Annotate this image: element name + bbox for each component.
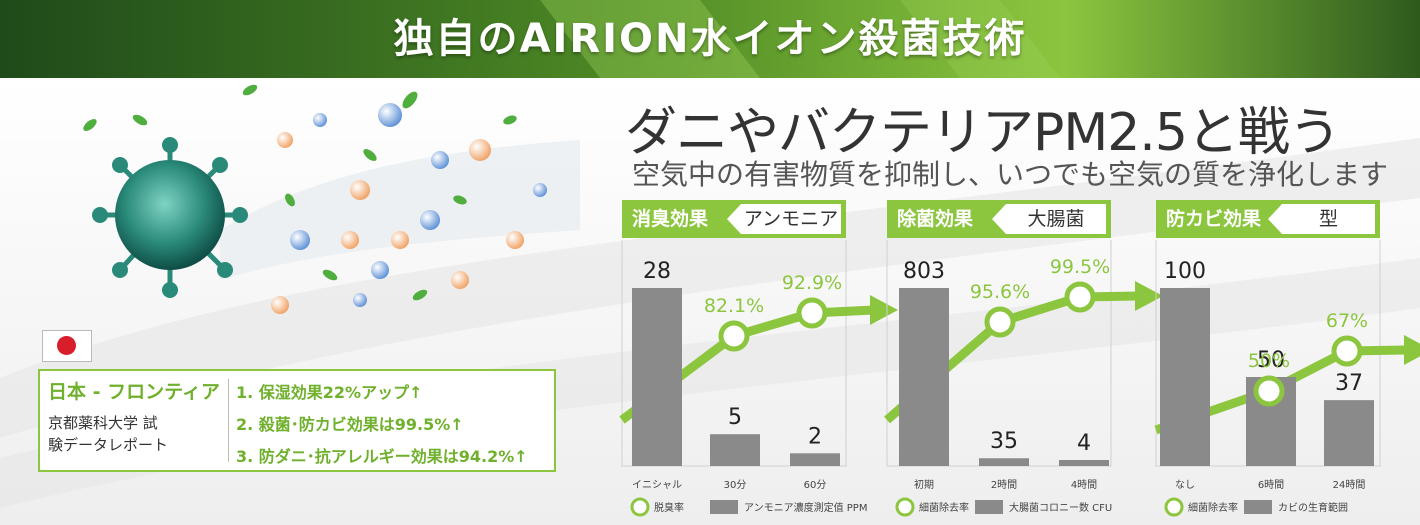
trend-line bbox=[1154, 345, 1409, 435]
report-source: 日本 - フロンティア 京都薬科大学 試 験データレポート bbox=[48, 377, 228, 456]
category-label: 4時間 bbox=[1071, 479, 1097, 491]
panel-title: 除菌効果 bbox=[897, 208, 974, 230]
bar bbox=[1324, 400, 1374, 466]
panel-header-sterilize: 除菌効果 大腸菌 bbox=[887, 200, 1111, 238]
category-label: 6時間 bbox=[1258, 479, 1284, 491]
chevron-left-icon bbox=[992, 204, 1006, 234]
category-label: 初期 bbox=[914, 478, 934, 491]
bar-value-label: 50 bbox=[1257, 348, 1285, 373]
result-item: 2. 殺菌･防カビ効果は99.5%↑ bbox=[236, 415, 464, 434]
panel-subject: 大腸菌 bbox=[1006, 204, 1106, 234]
legend-label: 細菌除去率 bbox=[919, 501, 969, 514]
line-value-label: 99.5% bbox=[1050, 256, 1110, 278]
bar bbox=[1059, 460, 1109, 466]
divider bbox=[228, 379, 229, 462]
arrow-right-icon bbox=[1135, 281, 1163, 311]
panel-title: 防カビ効果 bbox=[1166, 208, 1262, 230]
bar bbox=[979, 458, 1029, 466]
category-label: 24時間 bbox=[1333, 479, 1366, 491]
legend-bar-swatch bbox=[975, 500, 1003, 514]
line-value-label: 50% bbox=[1248, 350, 1290, 372]
chevron-left-icon bbox=[727, 204, 741, 234]
line-value-label: 95.6% bbox=[970, 281, 1030, 303]
line-point bbox=[1064, 281, 1096, 313]
legend-label: カビの生育範囲 bbox=[1278, 501, 1348, 514]
arrow-right-icon bbox=[870, 295, 898, 325]
line-value-label: 67% bbox=[1326, 310, 1368, 332]
panel-header-deodor: 消臭効果 アンモニア bbox=[622, 200, 846, 238]
panel-subject: 型 bbox=[1282, 204, 1375, 234]
report-source-text: 京都薬科大学 試 験データレポート bbox=[48, 412, 228, 456]
report-source-line: 験データレポート bbox=[48, 436, 169, 454]
category-label: 30分 bbox=[724, 479, 747, 491]
title-banner bbox=[0, 0, 1420, 78]
bar-value-label: 37 bbox=[1335, 371, 1363, 396]
subheadline: 空気中の有害物質を抑制し、いつでも空気の質を浄化します bbox=[632, 158, 1389, 191]
bar-value-label: 100 bbox=[1164, 259, 1206, 284]
line-point bbox=[1253, 375, 1285, 407]
bar-value-label: 2 bbox=[808, 424, 822, 449]
banner-title: 独自のAIRION水イオン殺菌技術 bbox=[393, 16, 1027, 62]
bar-value-label: 4 bbox=[1077, 431, 1091, 456]
line-point bbox=[796, 297, 828, 329]
bar-value-label: 803 bbox=[903, 259, 945, 284]
bar bbox=[632, 288, 682, 466]
line-value-label: 92.9% bbox=[782, 272, 842, 294]
arrow-right-icon bbox=[1404, 335, 1420, 365]
category-label: 2時間 bbox=[991, 479, 1017, 491]
headline: ダニやバクテリアPM2.5と戦う bbox=[625, 103, 1341, 163]
panel-subject: アンモニア bbox=[741, 204, 841, 234]
legend-label: 細菌除去率 bbox=[1188, 501, 1238, 514]
report-source-line: 京都薬科大学 試 bbox=[48, 414, 158, 432]
category-label: なし bbox=[1175, 479, 1195, 491]
legend-label: アンモニア濃度測定值 PPM bbox=[744, 501, 867, 514]
legend-circle-icon bbox=[895, 497, 915, 517]
legend-circle-icon bbox=[1164, 497, 1184, 517]
legend-bar-swatch bbox=[1244, 500, 1272, 514]
result-item: 1. 保湿効果22%アップ↑ bbox=[236, 383, 423, 402]
legend-bar-swatch bbox=[710, 500, 738, 514]
japan-flag-icon bbox=[42, 330, 92, 362]
line-point bbox=[1331, 335, 1363, 367]
test-report-box: 日本 - フロンティア 京都薬科大学 試 験データレポート 1. 保湿効果22%… bbox=[38, 369, 556, 472]
legend-label: 大腸菌コロニー数 CFU bbox=[1009, 501, 1112, 514]
category-label: 60分 bbox=[804, 479, 827, 491]
bar-value-label: 35 bbox=[990, 429, 1018, 454]
bar bbox=[899, 288, 949, 466]
bar-value-label: 28 bbox=[643, 259, 671, 284]
bar bbox=[710, 434, 760, 466]
bar-value-label: 5 bbox=[728, 405, 742, 430]
panel-header-antimold: 防カビ効果 型 bbox=[1156, 200, 1380, 238]
panel-title: 消臭効果 bbox=[632, 208, 709, 230]
bar bbox=[1160, 288, 1210, 466]
line-point bbox=[718, 320, 750, 352]
chevron-left-icon bbox=[1268, 204, 1282, 234]
legend-circle-icon bbox=[630, 497, 650, 517]
result-list: 1. 保湿効果22%アップ↑ 2. 殺菌･防カビ効果は99.5%↑ 3. 防ダニ… bbox=[236, 377, 528, 473]
bar bbox=[790, 453, 840, 466]
result-item: 3. 防ダニ･抗アレルギー効果は94.2%↑ bbox=[236, 447, 528, 466]
virus-illustration bbox=[83, 84, 580, 314]
category-label: イニシャル bbox=[632, 480, 682, 491]
legend-label: 脱臭率 bbox=[654, 501, 684, 514]
report-title: 日本 - フロンティア bbox=[48, 381, 220, 403]
line-point bbox=[984, 306, 1016, 338]
line-value-label: 82.1% bbox=[704, 295, 764, 317]
